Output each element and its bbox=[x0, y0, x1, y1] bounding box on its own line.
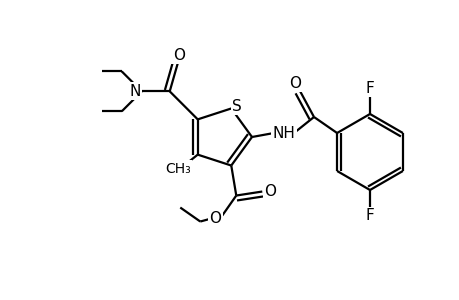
Text: F: F bbox=[365, 208, 374, 224]
Text: CH₃: CH₃ bbox=[164, 162, 190, 176]
Text: F: F bbox=[365, 80, 374, 95]
Text: O: O bbox=[288, 76, 300, 91]
Text: O: O bbox=[264, 184, 276, 199]
Text: S: S bbox=[232, 99, 241, 114]
Text: NH: NH bbox=[272, 125, 295, 140]
Text: O: O bbox=[209, 211, 221, 226]
Text: N: N bbox=[129, 84, 140, 99]
Text: O: O bbox=[172, 48, 185, 63]
